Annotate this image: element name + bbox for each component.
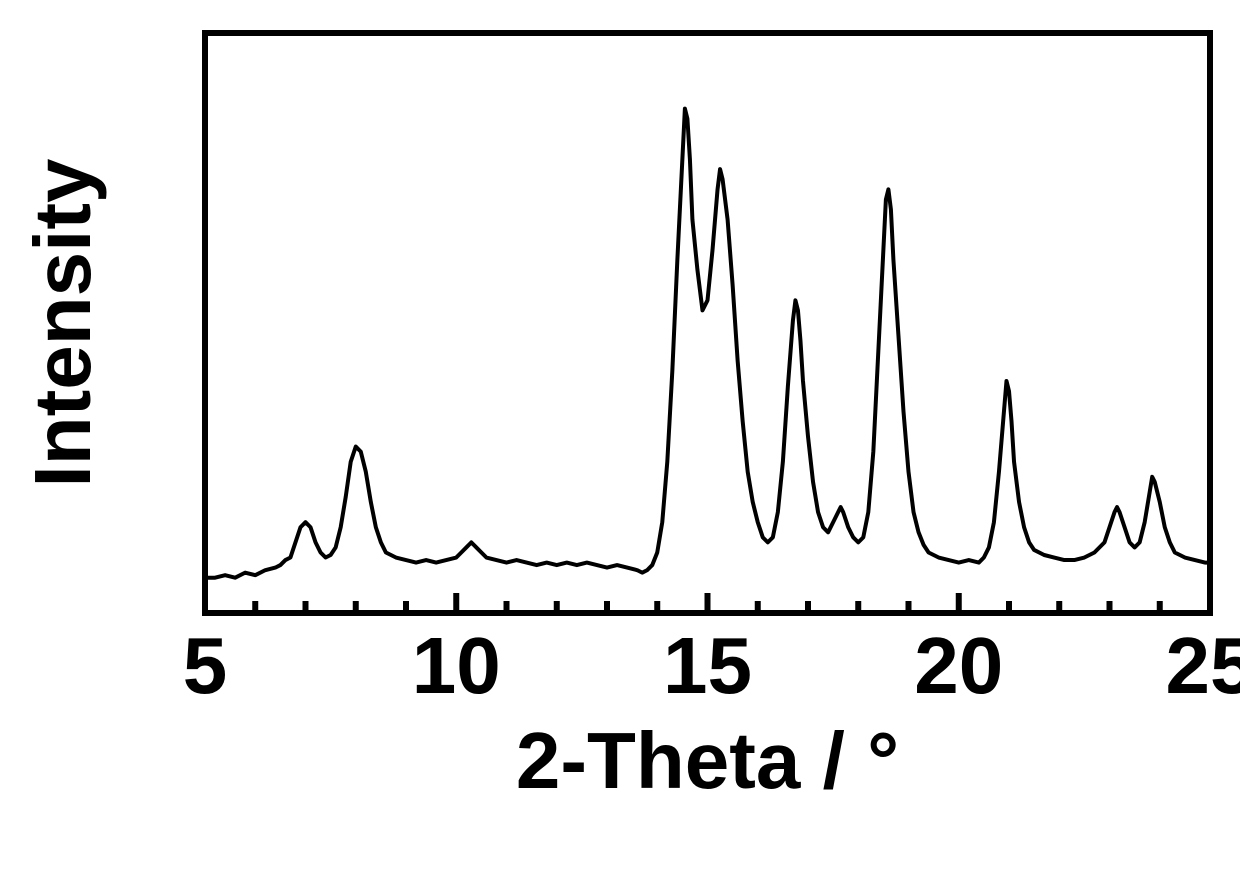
x-tick-label: 10 (412, 621, 501, 710)
xrd-chart: 5 10 15 20 25 2-Theta / ° Intensity (0, 0, 1240, 871)
xrd-trace (205, 109, 1210, 578)
x-tick-label: 15 (663, 621, 752, 710)
x-tick-label: 5 (183, 621, 228, 710)
plot-frame (205, 33, 1210, 613)
chart-svg: 5 10 15 20 25 2-Theta / ° Intensity (0, 0, 1240, 871)
x-tick-label: 20 (914, 621, 1003, 710)
x-axis-label: 2-Theta / ° (516, 716, 899, 805)
y-axis-label: Intensity (18, 158, 107, 487)
x-tick-label: 25 (1166, 621, 1240, 710)
